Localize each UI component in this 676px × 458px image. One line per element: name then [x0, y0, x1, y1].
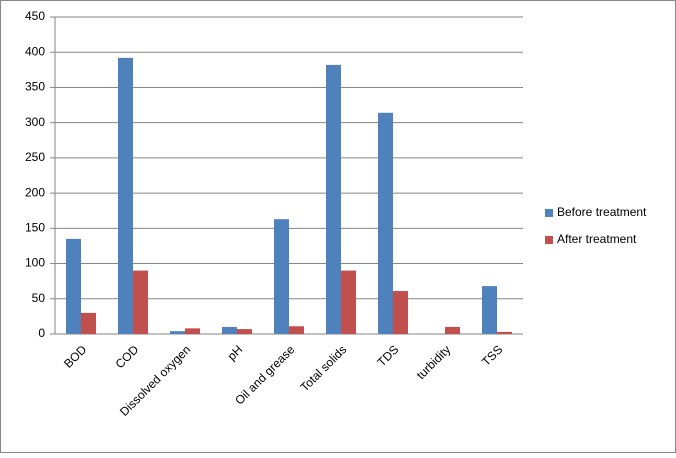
- bar: [378, 112, 393, 334]
- bar: [66, 238, 81, 334]
- bar: [81, 312, 96, 334]
- y-tick-label: 50: [32, 291, 46, 305]
- legend-swatch: [545, 209, 553, 217]
- bar: [274, 219, 289, 334]
- y-tick-label: 0: [38, 326, 45, 340]
- bar: [118, 57, 133, 334]
- bar: [185, 328, 200, 334]
- legend-swatch: [545, 236, 553, 244]
- bar: [222, 326, 237, 334]
- bar: [170, 331, 185, 334]
- bar: [341, 270, 356, 334]
- bar: [133, 270, 148, 334]
- bar: [326, 64, 341, 334]
- bar: [497, 331, 512, 334]
- bar: [393, 291, 408, 334]
- bar: [482, 286, 497, 334]
- bar: [237, 329, 252, 334]
- bar: [445, 326, 460, 334]
- y-tick-label: 450: [25, 9, 45, 23]
- y-tick-label: 250: [25, 150, 45, 164]
- y-tick-label: 300: [25, 115, 45, 129]
- y-tick-label: 400: [25, 44, 45, 58]
- y-tick-label: 100: [25, 256, 45, 270]
- y-tick-label: 200: [25, 185, 45, 199]
- legend-label: Before treatment: [557, 205, 647, 219]
- y-tick-label: 350: [25, 80, 45, 94]
- y-tick-label: 150: [25, 221, 45, 235]
- bar: [289, 326, 304, 334]
- legend-label: After treatment: [557, 232, 637, 246]
